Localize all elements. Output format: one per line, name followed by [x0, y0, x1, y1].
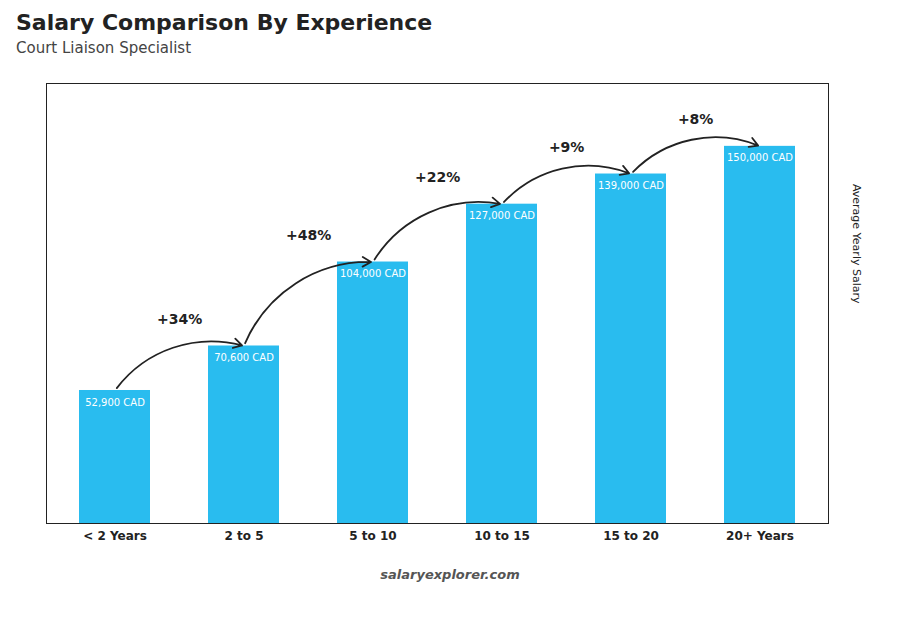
svg-text:139,000 CAD: 139,000 CAD: [598, 180, 664, 191]
svg-text:150,000 CAD: 150,000 CAD: [727, 152, 793, 163]
svg-text:< 2 Years: < 2 Years: [83, 529, 147, 543]
html-text:salaryexplorer.com: salaryexplorer.com: [380, 567, 520, 582]
svg-text:10 to 15: 10 to 15: [474, 529, 530, 543]
svg-text:+22%: +22%: [415, 169, 460, 185]
svg-text:52,900 CAD: 52,900 CAD: [85, 397, 145, 408]
svg-text:+9%: +9%: [549, 139, 585, 155]
html-text:Court Liaison Specialist: Court Liaison Specialist: [16, 39, 191, 57]
svg-text:5 to 10: 5 to 10: [349, 529, 396, 543]
svg-text:20+ Years: 20+ Years: [726, 529, 794, 543]
svg-text:+34%: +34%: [157, 311, 202, 327]
svg-text:15 to 20: 15 to 20: [603, 529, 659, 543]
svg-text:+48%: +48%: [286, 227, 331, 243]
svg-text:104,000 CAD: 104,000 CAD: [340, 268, 406, 279]
svg-text:Average Yearly Salary: Average Yearly Salary: [850, 184, 863, 304]
html-text:Salary Comparison By Experienc: Salary Comparison By Experience: [16, 10, 433, 35]
svg-text:+8%: +8%: [678, 111, 714, 127]
svg-text:70,600 CAD: 70,600 CAD: [214, 352, 274, 363]
svg-text:127,000 CAD: 127,000 CAD: [469, 210, 535, 221]
svg-text:2 to 5: 2 to 5: [224, 529, 263, 543]
